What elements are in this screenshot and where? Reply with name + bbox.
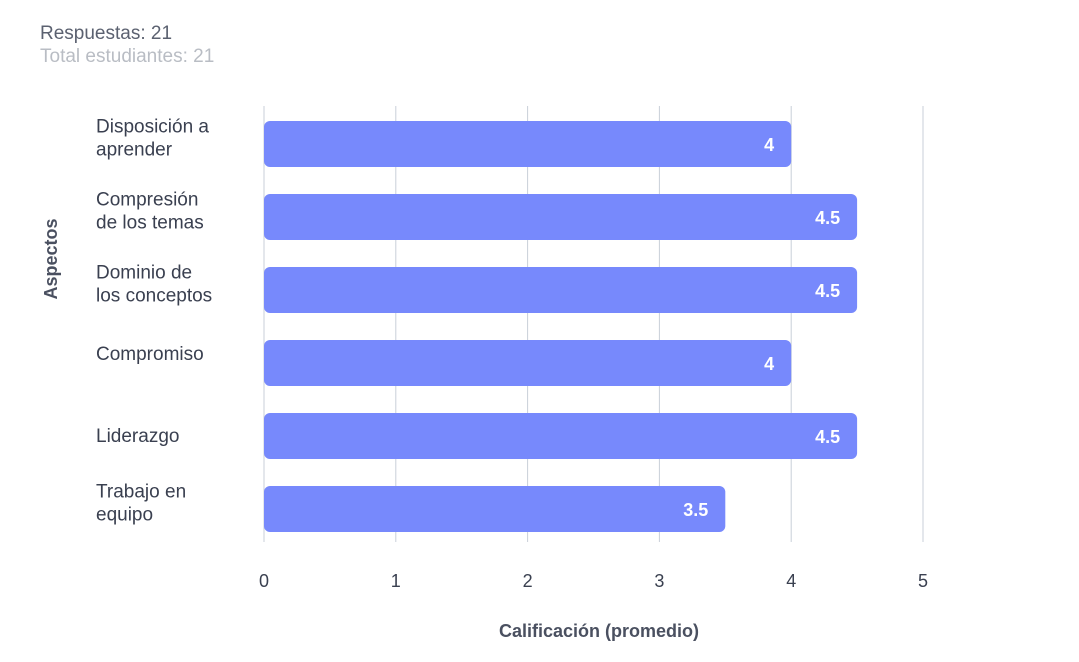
- category-label: Compromiso: [96, 344, 204, 365]
- total-students: Total estudiantes: 21: [40, 46, 215, 67]
- x-tick-label: 1: [391, 571, 401, 591]
- x-tick-label: 5: [918, 571, 928, 591]
- responses-count: Respuestas: 21: [40, 23, 173, 44]
- category-labels: Disposición a aprender Compresión de los te…: [96, 117, 212, 526]
- bars: 4 4.5 4.5 4 4.5 3.5: [264, 121, 858, 532]
- category-label-line: Compromiso: [96, 344, 204, 365]
- bar: [264, 194, 858, 240]
- bar-value-label: 4.5: [815, 281, 840, 301]
- x-axis-title: Calificación (promedio): [499, 621, 699, 641]
- category-label-line: aprender: [96, 140, 173, 161]
- category-label: Compresión de los temas: [96, 190, 204, 234]
- x-tick-label: 3: [654, 571, 664, 591]
- category-label-line: los conceptos: [96, 286, 212, 307]
- category-label-line: Trabajo en: [96, 482, 186, 503]
- bar: [264, 121, 792, 167]
- category-label-line: Liderazgo: [96, 426, 179, 447]
- bar-value-label: 3.5: [683, 500, 708, 520]
- bar: [264, 413, 858, 459]
- bar: [264, 486, 726, 532]
- category-label-line: Compresión: [96, 190, 198, 211]
- bar: [264, 267, 858, 313]
- y-axis-title: Aspectos: [41, 218, 61, 299]
- bar-value-label: 4.5: [815, 208, 840, 228]
- category-label: Disposición a aprender: [96, 117, 209, 161]
- x-tick-label: 2: [523, 571, 533, 591]
- category-label: Dominio de los conceptos: [96, 263, 212, 307]
- x-tick-label: 4: [786, 571, 796, 591]
- x-tick-label: 0: [259, 571, 269, 591]
- category-label: Trabajo en equipo: [96, 482, 186, 526]
- gridlines: [263, 106, 924, 542]
- bar-value-label: 4: [764, 354, 774, 374]
- bar-value-label: 4: [764, 135, 774, 155]
- x-tick-labels: 0 1 2 3 4 5: [259, 571, 928, 591]
- category-label: Liderazgo: [96, 426, 179, 447]
- category-label-line: equipo: [96, 505, 153, 526]
- category-label-line: Dominio de: [96, 263, 192, 284]
- category-label-line: de los temas: [96, 213, 204, 234]
- chart-header: Respuestas: 21 Total estudiantes: 21: [40, 22, 214, 68]
- bar: [264, 340, 792, 386]
- category-label-line: Disposición a: [96, 117, 209, 138]
- bar-value-label: 4.5: [815, 427, 840, 447]
